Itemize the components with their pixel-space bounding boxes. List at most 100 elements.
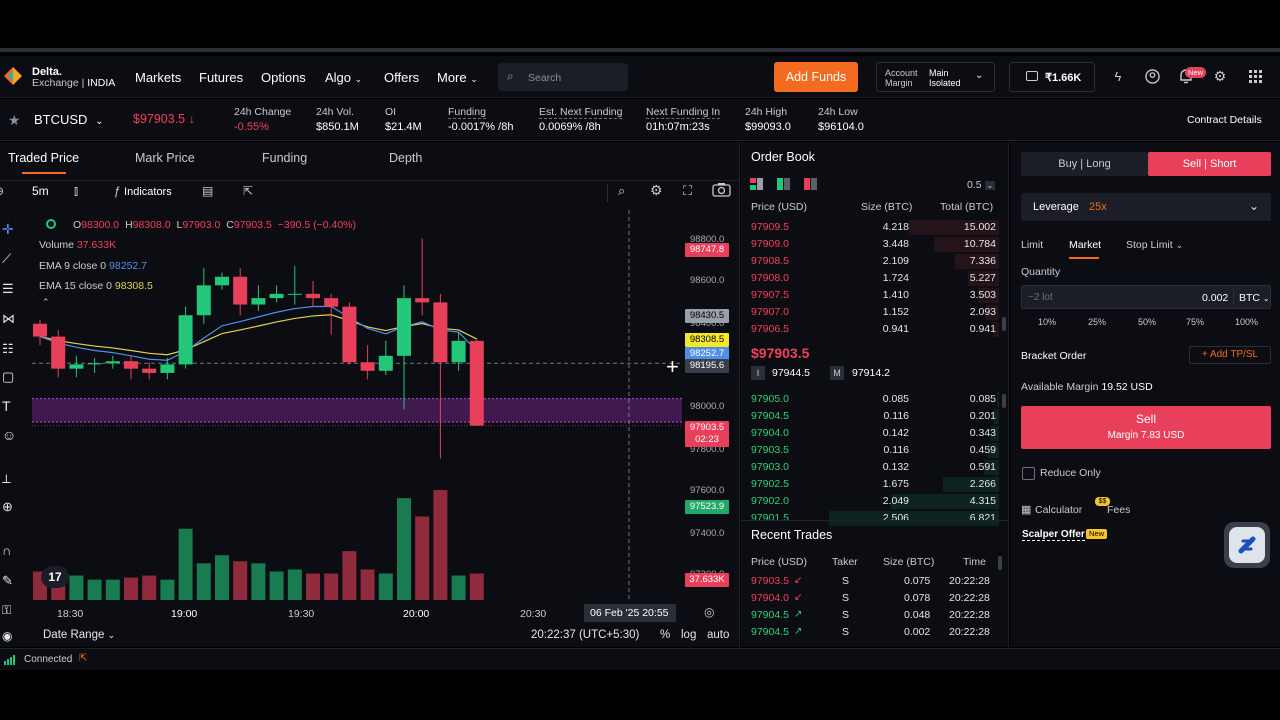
- scrollbar[interactable]: [998, 556, 1002, 570]
- nav-futures[interactable]: Futures: [199, 70, 244, 85]
- collapse-legend-icon[interactable]: ⌃: [42, 297, 50, 307]
- tab-funding[interactable]: Funding: [262, 151, 308, 165]
- scrollbar[interactable]: [1002, 317, 1006, 331]
- indicators-button[interactable]: ƒ Indicators: [114, 184, 172, 198]
- user-icon[interactable]: [1144, 68, 1160, 84]
- bid-row[interactable]: 97904.0 0.142 0.343: [741, 425, 1009, 442]
- calculator-link[interactable]: Calculator: [1035, 504, 1083, 516]
- delta-logo-icon[interactable]: [2, 65, 24, 87]
- pencil-lock-tool-icon[interactable]: ✎: [2, 573, 13, 588]
- bid-row[interactable]: 97902.0 2.049 4.315: [741, 493, 1009, 510]
- ask-row[interactable]: 97906.5 0.941 0.941: [741, 321, 1009, 338]
- crosshair-tool-icon[interactable]: ✛: [2, 221, 14, 237]
- nav-offers[interactable]: Offers: [384, 70, 420, 85]
- ask-row[interactable]: 97908.5 2.109 7.336: [741, 253, 1009, 270]
- fib-tool-icon[interactable]: ☰: [2, 281, 14, 296]
- quantity-percent-button[interactable]: 50%: [1138, 317, 1157, 327]
- search-box[interactable]: ⌕ Search: [498, 63, 628, 91]
- chart-settings-icon[interactable]: ⚙: [650, 182, 663, 198]
- tab-mark-price[interactable]: Mark Price: [135, 151, 195, 165]
- nav-markets[interactable]: Markets: [135, 70, 182, 85]
- floating-app-button[interactable]: [1224, 522, 1270, 568]
- document-icon[interactable]: ▤: [202, 184, 214, 198]
- date-range-selector[interactable]: Date Range ⌄: [43, 629, 116, 641]
- asks-view-icon[interactable]: [804, 178, 818, 190]
- bid-row[interactable]: 97905.0 0.085 0.085: [741, 391, 1009, 408]
- tradingview-logo-icon[interactable]: 17: [41, 566, 69, 588]
- candle-type-icon[interactable]: ⫾: [74, 183, 79, 198]
- quantity-input[interactable]: ~2 lot 0.002 BTC ⌄: [1021, 285, 1271, 309]
- buy-long-tab[interactable]: Buy | Long: [1021, 152, 1148, 176]
- calculator-icon[interactable]: ▦: [1021, 504, 1032, 516]
- tab-traded-price[interactable]: Traded Price: [8, 151, 80, 165]
- zoom-icon[interactable]: ⌕: [618, 183, 626, 198]
- bids-view-icon[interactable]: [777, 178, 791, 190]
- tick-size-selector[interactable]: 0.5 ⌄: [967, 179, 996, 191]
- add-funds-button[interactable]: Add Funds: [774, 62, 858, 92]
- zoom-in-tool-icon[interactable]: ⊕: [2, 499, 13, 514]
- bid-row[interactable]: 97903.5 0.116 0.459: [741, 442, 1009, 459]
- symbol-selector[interactable]: BTCUSD ⌄: [34, 112, 103, 127]
- pattern-tool-icon[interactable]: ⋈: [2, 311, 15, 326]
- quantity-unit-selector[interactable]: BTC ⌄: [1239, 292, 1270, 304]
- ruler-tool-icon[interactable]: ⟂: [2, 471, 11, 486]
- gear-icon[interactable]: ⚙: [1213, 67, 1227, 84]
- ask-row[interactable]: 97907.5 1.410 3.503: [741, 287, 1009, 304]
- percent-scale-toggle[interactable]: %: [660, 629, 671, 641]
- auto-scale-toggle[interactable]: auto: [707, 629, 730, 641]
- interval-selector[interactable]: 5m: [32, 184, 49, 198]
- bid-row[interactable]: 97901.5 2.506 6.821: [741, 510, 1009, 527]
- add-tpsl-button[interactable]: + Add TP/SL: [1189, 346, 1271, 364]
- bid-row[interactable]: 97902.5 1.675 2.266: [741, 476, 1009, 493]
- order-type-market[interactable]: Market: [1069, 239, 1102, 251]
- depth-bar: [978, 288, 999, 303]
- text-tool-icon[interactable]: T: [2, 398, 11, 414]
- quantity-percent-button[interactable]: 10%: [1038, 317, 1057, 327]
- eye-tool-icon[interactable]: ◉: [2, 629, 13, 643]
- external-link-icon[interactable]: ⇱: [243, 184, 254, 198]
- wallet-balance[interactable]: ₹1.66K: [1009, 62, 1095, 92]
- goto-realtime-icon[interactable]: ◎: [704, 605, 715, 619]
- fullscreen-icon[interactable]: ⛶: [683, 183, 693, 198]
- fees-link[interactable]: Fees: [1107, 504, 1131, 516]
- nav-options[interactable]: Options: [261, 70, 306, 85]
- nav-algo[interactable]: Algo ⌄: [325, 70, 363, 85]
- ask-row[interactable]: 97909.0 3.448 10.784: [741, 236, 1009, 253]
- order-entry-panel: Buy | Long Sell | Short Leverage 25x ⌄ L…: [1010, 142, 1280, 647]
- both-sides-view-icon[interactable]: [750, 178, 764, 190]
- order-type-stop-limit[interactable]: Stop Limit ⌄: [1126, 239, 1184, 251]
- nav-more[interactable]: More ⌄: [437, 70, 478, 85]
- scalper-offer-link[interactable]: Scalper Offer: [1022, 529, 1085, 541]
- lock-tool-icon[interactable]: ⚿: [2, 603, 12, 617]
- ask-row[interactable]: 97907.0 1.152 2.093: [741, 304, 1009, 321]
- camera-icon[interactable]: [712, 182, 732, 198]
- sell-submit-button[interactable]: Sell Margin 7.83 USD: [1021, 406, 1271, 449]
- magnet-tool-icon[interactable]: ∩: [2, 543, 12, 558]
- ask-row[interactable]: 97908.0 1.724 5.227: [741, 270, 1009, 287]
- scrollbar[interactable]: [1002, 394, 1006, 408]
- projection-tool-icon[interactable]: ☷: [2, 341, 14, 356]
- log-scale-toggle[interactable]: log: [681, 629, 697, 641]
- add-symbol-icon[interactable]: ⊕: [0, 184, 4, 198]
- apps-grid-icon[interactable]: [1248, 69, 1262, 83]
- external-link-icon[interactable]: ⇱: [79, 653, 88, 664]
- ask-row[interactable]: 97909.5 4.218 15.002: [741, 219, 1009, 236]
- leverage-selector[interactable]: Leverage 25x ⌄: [1021, 193, 1271, 221]
- quantity-percent-button[interactable]: 100%: [1235, 317, 1259, 327]
- shape-tool-icon[interactable]: ▢: [2, 369, 15, 384]
- sell-short-tab[interactable]: Sell | Short: [1148, 152, 1271, 176]
- low-price-tag: 97523.9: [685, 500, 729, 514]
- trendline-tool-icon[interactable]: ⟋: [2, 251, 12, 266]
- account-margin-selector[interactable]: Account Margin Main Isolated ⌄: [876, 62, 995, 92]
- quantity-percent-button[interactable]: 75%: [1186, 317, 1205, 327]
- bid-row[interactable]: 97904.5 0.116 0.201: [741, 408, 1009, 425]
- reduce-only-checkbox[interactable]: [1022, 467, 1035, 480]
- emoji-tool-icon[interactable]: ☺: [2, 427, 17, 443]
- tab-depth[interactable]: Depth: [389, 151, 423, 165]
- quantity-percent-button[interactable]: 25%: [1088, 317, 1107, 327]
- contract-details-link[interactable]: Contract Details: [1187, 114, 1262, 126]
- star-icon[interactable]: ★: [8, 112, 21, 128]
- bolt-icon[interactable]: ϟ: [1114, 68, 1122, 84]
- order-type-limit[interactable]: Limit: [1021, 239, 1044, 251]
- bid-row[interactable]: 97903.0 0.132 0.591: [741, 459, 1009, 476]
